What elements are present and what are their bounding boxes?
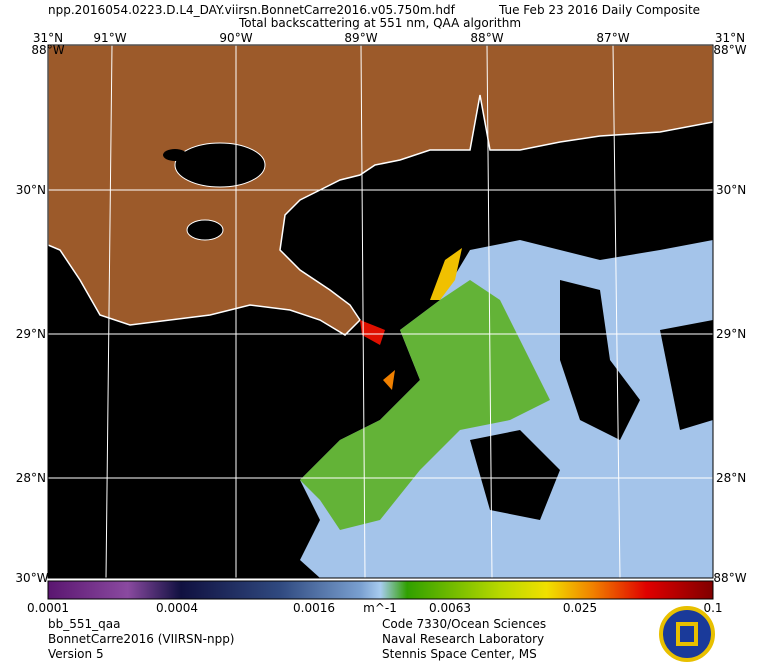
footer-text: Stennis Space Center, MS [382,647,537,661]
lat-label: 30°N [716,183,746,197]
file-name: npp.2016054.0223.D.L4_DAY.viirsn.BonnetC… [48,3,456,17]
colorbar-tick-label: 0.1 [703,601,722,615]
corner-label: 31°N [33,31,63,45]
corner-label: 88°W [31,43,64,57]
map [47,44,714,579]
lon-label: 89°W [344,31,377,45]
lat-label: 30°N [16,183,46,197]
corner-label: 88°W [713,43,746,57]
title: Total backscattering at 551 nm, QAA algo… [238,16,521,30]
lat-label: 28°N [716,471,746,485]
footer-text: Version 5 [48,647,104,661]
lon-label: 88°W [470,31,503,45]
colorbar-tick-label: 0.0063 [429,601,471,615]
colorbar-tick-label: 0.025 [563,601,597,615]
colorbar-tick-label: 0.0001 [27,601,69,615]
colorbar-tick-label: 0.0016 [293,601,335,615]
footer-text: BonnetCarre2016 (VIIRSN-npp) [48,632,235,646]
corner-label: 31°N [715,31,745,45]
lat-label: 29°N [716,327,746,341]
lon-label: 87°W [596,31,629,45]
date: Tue Feb 23 2016 Daily Composite [498,3,700,17]
footer-text: Code 7330/Ocean Sciences [382,617,546,631]
corner-label: 30°W [15,571,48,585]
lon-label: 90°W [219,31,252,45]
footer-text: bb_551_qaa [48,617,120,631]
lat-label: 28°N [16,471,46,485]
lon-label: 91°W [93,31,126,45]
colorbar [47,580,714,600]
logo [659,606,715,662]
footer-text: Naval Research Laboratory [382,632,544,646]
colorbar-unit: m^-1 [363,601,397,615]
corner-label: 88°W [713,571,746,585]
lat-label: 29°N [16,327,46,341]
colorbar-tick-label: 0.0004 [156,601,198,615]
